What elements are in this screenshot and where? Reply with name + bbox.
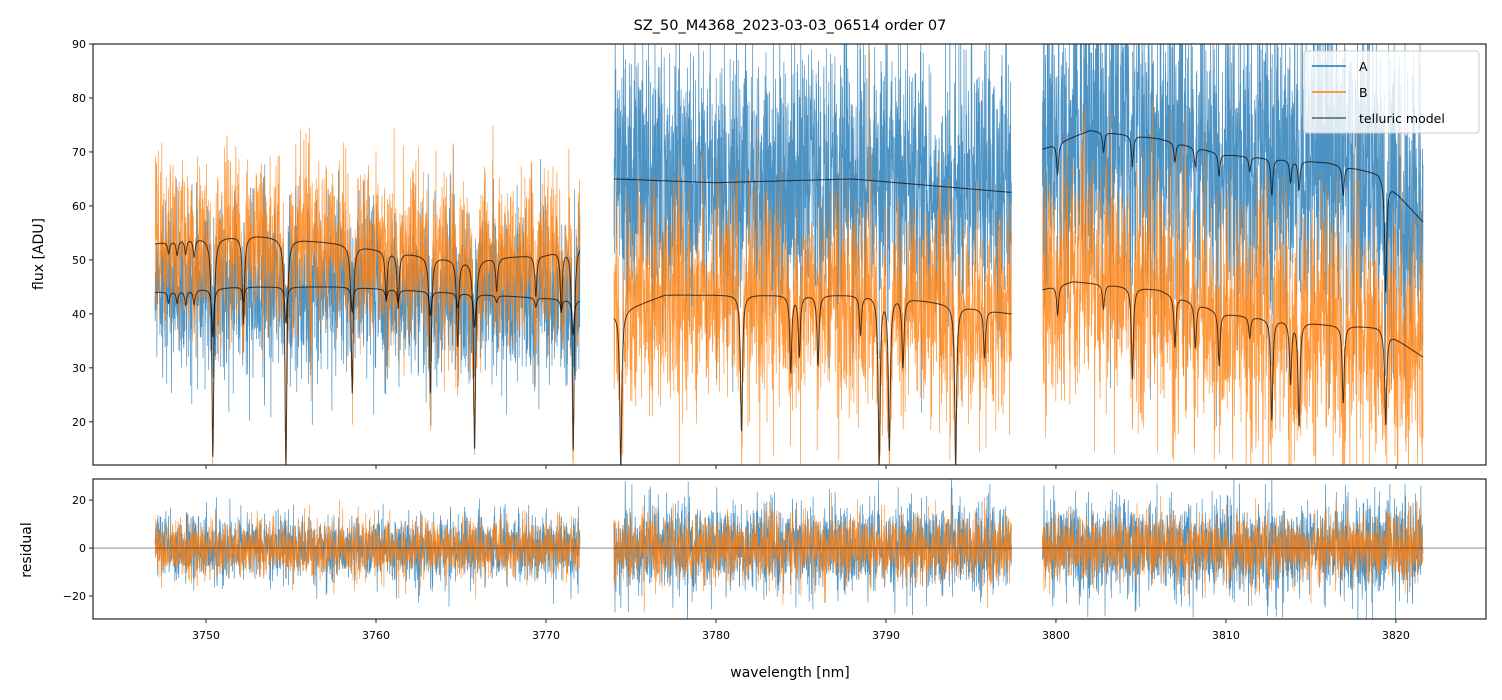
residual-b-segment-1	[154, 500, 581, 600]
spectrum-b-segment-2	[613, 44, 1012, 465]
axes: 20 30 40 50 60 70 80 90 −20 0 20 3750 3760 3770 3780 37…	[63, 38, 1487, 642]
xtick-label: 3800	[1042, 629, 1070, 642]
residual-ytick-label: −20	[63, 590, 86, 603]
y-axis-label-flux: flux [ADU]	[31, 218, 47, 290]
xtick-label: 3780	[702, 629, 730, 642]
spectrum-a-segment-2	[613, 44, 1012, 413]
flux-ytick-label: 90	[72, 38, 86, 51]
flux-ytick-label: 30	[72, 362, 86, 375]
xtick-label: 3770	[532, 629, 560, 642]
flux-ytick-label: 20	[72, 416, 86, 429]
x-axis-label: wavelength [nm]	[730, 665, 849, 681]
xtick-label: 3790	[872, 629, 900, 642]
residual-b-segment-3	[1041, 496, 1424, 606]
flux-ytick-label: 50	[72, 254, 86, 267]
chart-title: SZ_50_M4368_2023-03-03_06514 order 07	[634, 18, 947, 34]
xtick-label: 3760	[362, 629, 390, 642]
spectrum-b-segment-1	[154, 125, 581, 465]
telluric-model-a-segment-3	[1042, 130, 1424, 293]
residual-ytick-label: 20	[72, 494, 86, 507]
flux-axes-frame	[92, 43, 1487, 466]
telluric-model-a-segment-1	[155, 286, 581, 338]
xtick-label: 3750	[192, 629, 220, 642]
legend-label-a: A	[1359, 59, 1368, 74]
residual-axes-frame	[92, 478, 1487, 620]
telluric-model-b-segment-2	[613, 294, 1012, 465]
xtick-label: 3820	[1382, 629, 1410, 642]
residual-a-segment-2	[613, 479, 1012, 619]
legend-label-telluric: telluric model	[1359, 111, 1445, 126]
xtick-label: 3810	[1212, 629, 1240, 642]
legend: A B telluric model	[1303, 50, 1480, 134]
y-axis-label-residual: residual	[19, 522, 35, 577]
spectrum-b-segment-3	[1042, 99, 1424, 465]
legend-label-b: B	[1359, 85, 1368, 100]
flux-ytick-label: 40	[72, 308, 86, 321]
spectrum-a-segment-3	[1041, 44, 1424, 427]
flux-ytick-label: 70	[72, 146, 86, 159]
flux-ytick-label: 80	[72, 92, 86, 105]
legend-box	[1303, 50, 1480, 134]
flux-ytick-label: 60	[72, 200, 86, 213]
residual-ytick-label: 0	[79, 542, 86, 555]
residual-b-segment-2	[613, 492, 1012, 613]
telluric-model-a-segment-2	[614, 178, 1012, 193]
telluric-model-b-segment-3	[1042, 281, 1424, 427]
flux-plot-area	[154, 44, 1424, 465]
residual-plot-area	[93, 479, 1486, 619]
telluric-model-b-segment-1	[155, 236, 581, 465]
